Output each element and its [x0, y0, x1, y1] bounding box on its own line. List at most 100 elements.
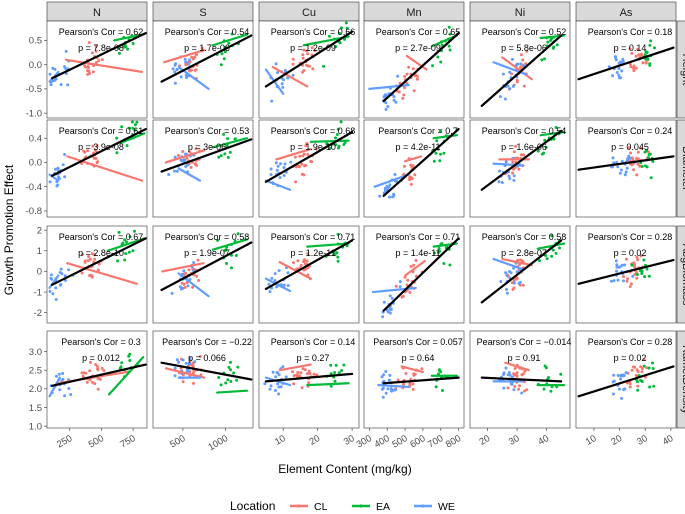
point-we: [384, 101, 388, 105]
point-we: [283, 162, 287, 166]
point-we: [63, 175, 67, 179]
point-ea: [229, 368, 232, 372]
point-cl: [81, 374, 85, 378]
point-ea: [431, 64, 434, 68]
fit-line-cl: [275, 148, 312, 161]
point-cl: [306, 153, 310, 156]
point-cl: [184, 271, 188, 275]
legend-point: [359, 504, 363, 508]
point-we: [388, 294, 392, 298]
strip-background: [676, 119, 685, 218]
p-value-label: p = 1.2e-09: [290, 43, 336, 53]
point-we: [61, 163, 65, 167]
correlation-label: Pearson's Cor = 0.24: [588, 126, 673, 136]
panel-abgbiomass-cu: Pearson's Cor = 0.71 p = 1.2e-11: [258, 225, 360, 324]
point-cl: [308, 64, 311, 68]
point-cl: [413, 173, 417, 177]
point-cl: [185, 156, 189, 160]
column-strip-label: S: [199, 7, 206, 19]
point-ea: [554, 251, 558, 255]
point-we: [497, 180, 501, 184]
point-cl: [200, 46, 204, 50]
legend-label: WE: [438, 501, 455, 513]
point-cl: [91, 144, 95, 148]
point-cl: [100, 58, 104, 62]
point-we: [282, 174, 286, 177]
point-cl: [517, 387, 520, 391]
point-we: [388, 373, 392, 377]
point-cl: [181, 150, 185, 153]
point-we: [611, 392, 615, 396]
panel-content: [48, 120, 147, 188]
point-we: [502, 386, 506, 390]
p-value-label: p = 2.8e-10: [78, 248, 124, 258]
point-cl: [630, 51, 634, 55]
panel-border: [258, 119, 360, 218]
point-we: [175, 169, 179, 173]
point-we: [392, 98, 396, 102]
fit-line-overall: [264, 239, 354, 291]
correlation-label: Pearson's Cor = 0.54: [482, 126, 567, 136]
p-value-label: p = 4.2e-11: [395, 142, 440, 152]
panel-border: [469, 225, 571, 324]
point-we: [631, 274, 635, 278]
p-value-label: p = 1.9e-07: [184, 248, 230, 258]
point-we: [506, 373, 510, 377]
point-cl: [298, 154, 302, 158]
point-ea: [230, 32, 234, 36]
panel-content: [160, 232, 253, 298]
x-tick-label: 30: [507, 433, 522, 448]
point-cl: [96, 160, 100, 164]
point-ea: [124, 252, 128, 256]
point-we: [381, 386, 385, 390]
point-ea: [234, 254, 238, 257]
point-cl: [403, 275, 407, 279]
point-we: [620, 159, 624, 163]
point-cl: [93, 382, 97, 386]
point-we: [378, 194, 382, 198]
point-we: [273, 272, 277, 276]
point-ea: [543, 138, 547, 142]
point-ea: [432, 251, 436, 255]
point-ea: [226, 156, 230, 159]
point-we: [184, 165, 188, 168]
point-we: [173, 374, 177, 378]
point-cl: [192, 381, 195, 385]
point-cl: [291, 261, 295, 265]
x-tick-label: 20: [477, 433, 492, 448]
point-we: [289, 160, 293, 164]
correlation-label: Pearson's Cor = 0.61: [59, 126, 144, 136]
point-we: [277, 385, 281, 389]
fit-line-ea: [119, 132, 146, 145]
point-we: [179, 158, 183, 162]
point-ea: [653, 46, 656, 50]
point-ea: [232, 371, 236, 375]
point-cl: [404, 372, 408, 375]
point-ea: [447, 25, 451, 29]
point-cl: [194, 68, 198, 72]
point-cl: [87, 255, 91, 258]
point-ea: [223, 50, 227, 54]
point-we: [49, 83, 53, 87]
point-cl: [90, 252, 94, 256]
point-cl: [634, 66, 638, 70]
point-we: [617, 73, 621, 77]
point-ea: [128, 359, 132, 362]
point-ea: [643, 164, 647, 168]
point-ea: [441, 389, 444, 392]
point-cl: [630, 368, 634, 372]
point-ea: [345, 244, 349, 248]
point-cl: [86, 149, 90, 153]
point-ea: [133, 229, 136, 233]
point-ea: [115, 151, 119, 155]
point-we: [275, 168, 279, 172]
point-ea: [551, 46, 555, 50]
point-cl: [409, 265, 413, 268]
panel-content: [577, 358, 675, 400]
fit-line-overall: [264, 30, 354, 88]
y-tick-label: 1.5: [29, 403, 42, 414]
panel-content: [368, 25, 460, 111]
point-ea: [639, 378, 643, 382]
point-we: [284, 375, 288, 379]
point-cl: [314, 147, 318, 151]
